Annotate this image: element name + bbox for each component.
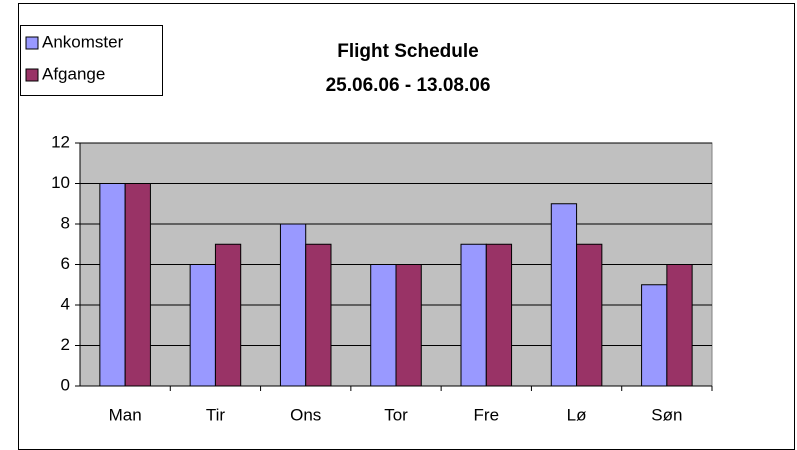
legend-swatch: [25, 36, 39, 50]
x-tick-label: Fre: [474, 405, 500, 424]
x-tick-label: Lø: [567, 405, 587, 424]
legend-label: Afgange: [42, 64, 105, 83]
legend-swatch: [25, 68, 39, 82]
y-tick-label: 12: [51, 132, 70, 151]
bar: [641, 284, 668, 387]
legend-label: Ankomster: [42, 32, 124, 51]
y-tick-label: 6: [61, 254, 70, 273]
x-tick-label: Ons: [290, 405, 321, 424]
chart-subtitle: 25.06.06 - 13.08.06: [326, 75, 491, 96]
x-tick-label: Man: [109, 405, 142, 424]
y-tick-label: 8: [61, 213, 70, 232]
bar: [485, 243, 513, 387]
bar: [460, 243, 487, 387]
bar: [124, 183, 151, 387]
bar: [214, 243, 242, 387]
y-tick-label: 4: [61, 294, 70, 313]
x-tick-label: Tir: [206, 405, 226, 424]
bar: [550, 203, 578, 387]
bar: [279, 223, 307, 387]
x-tick-label: Tor: [384, 405, 408, 424]
y-tick-label: 0: [61, 375, 70, 394]
y-tick-label: 2: [61, 335, 70, 354]
chart-title: Flight Schedule: [337, 41, 478, 62]
y-tick-label: 10: [51, 173, 70, 192]
bar: [576, 243, 603, 387]
bar: [395, 264, 422, 387]
bar: [370, 264, 397, 387]
bar: [305, 243, 332, 387]
bar: [666, 264, 693, 387]
bar: [99, 183, 126, 387]
x-tick-label: Søn: [651, 405, 682, 424]
bar: [189, 264, 216, 387]
legend-box: [20, 25, 163, 96]
